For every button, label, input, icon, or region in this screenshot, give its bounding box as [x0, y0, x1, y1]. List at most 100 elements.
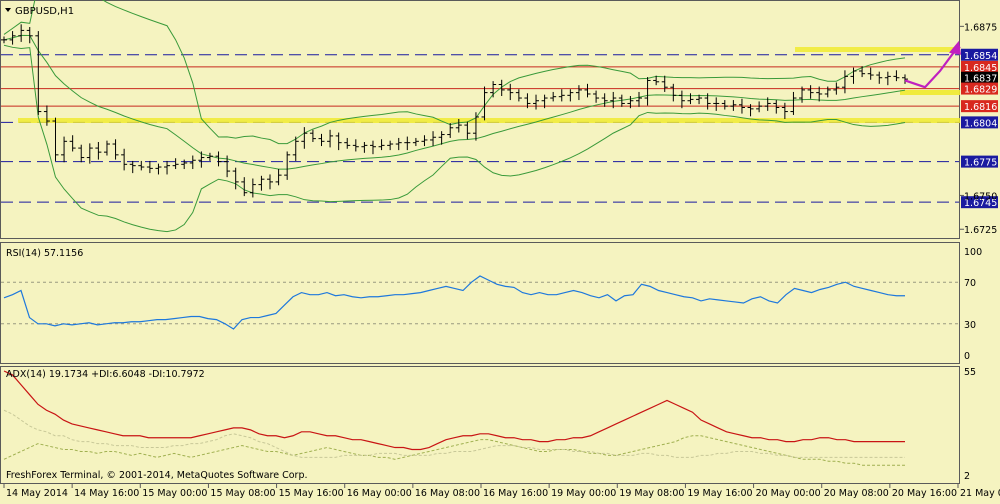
price-bar	[292, 136, 299, 161]
price-axis-label: 1.6745	[961, 196, 998, 209]
forecast-arrow-head	[949, 40, 961, 55]
price-axis-label: 1.6829	[961, 82, 998, 96]
time-tick-label: 16 May 00:00	[347, 488, 412, 499]
time-tick-label: 20 May 16:00	[892, 488, 957, 499]
price-bar	[1, 36, 7, 44]
adx-tick-label: 55	[964, 367, 976, 378]
price-bar	[206, 152, 213, 161]
minus-di-line	[3, 409, 905, 458]
price-bar	[902, 74, 908, 84]
rsi-tick-label: 70	[964, 278, 976, 289]
price-bar	[232, 167, 239, 190]
adx-axis-ticks: 55 2	[964, 367, 976, 482]
price-bar	[575, 85, 582, 101]
price-bar	[593, 90, 600, 103]
price-bar	[464, 121, 471, 140]
rsi-axis-ticks: 100 70 30 0	[964, 247, 982, 362]
price-bar	[129, 160, 136, 174]
price-bar	[61, 136, 68, 163]
svg-text:1.6845: 1.6845	[964, 63, 997, 74]
price-bar	[421, 135, 428, 147]
price-bar	[833, 82, 840, 95]
price-level-lines	[1, 54, 959, 203]
price-bar	[627, 96, 634, 109]
svg-text:1.6829: 1.6829	[964, 85, 997, 96]
price-axis-label: 1.6845	[961, 60, 998, 74]
price-bar	[807, 85, 814, 99]
price-bar	[189, 155, 196, 170]
chart-title: GBPUSD,H1	[15, 6, 74, 17]
rsi-panel-frame	[0, 242, 960, 364]
adx-panel-frame	[0, 366, 960, 484]
price-bar	[696, 94, 703, 105]
price-bar	[644, 77, 651, 106]
price-bar	[533, 94, 540, 110]
price-bar	[884, 71, 891, 86]
price-bar	[859, 66, 866, 78]
price-bar	[747, 104, 754, 117]
price-bar	[472, 112, 479, 141]
price-bar	[181, 159, 188, 170]
price-bar	[687, 93, 694, 105]
price-axis-label: 1.6816	[961, 100, 998, 113]
copyright-text: FreshForex Terminal, © 2001-2014, MetaQu…	[6, 470, 308, 481]
time-tick-label: 16 May 08:00	[415, 488, 480, 499]
price-bar	[670, 83, 677, 102]
price-bar	[618, 94, 625, 107]
price-bar	[327, 129, 334, 148]
price-bar	[249, 178, 256, 198]
price-bar	[799, 86, 806, 103]
price-bar	[26, 27, 33, 44]
svg-text:1.6854: 1.6854	[964, 51, 997, 62]
price-bar	[301, 127, 308, 149]
rsi-label: RSI(14) 57.1156	[6, 248, 83, 259]
price-bar	[224, 155, 231, 178]
time-tick-label: 15 May 16:00	[279, 488, 344, 499]
bollinger-middle	[3, 34, 906, 170]
price-bar	[447, 123, 454, 138]
price-bar	[309, 129, 316, 142]
price-bar	[541, 94, 548, 109]
svg-text:1.6816: 1.6816	[964, 102, 997, 113]
plus-di-line	[3, 435, 905, 466]
price-bar	[773, 100, 780, 114]
price-bar	[790, 91, 797, 115]
price-bar	[404, 136, 411, 151]
triangle-down-icon[interactable]	[5, 8, 11, 12]
price-bar	[850, 67, 857, 84]
time-axis: 14 May 2014 14 May 16:00 15 May 00:00 15 Ma…	[3, 484, 1000, 499]
price-bar	[653, 75, 660, 86]
price-bar	[164, 160, 171, 175]
price-bar	[490, 81, 497, 98]
price-bar	[481, 86, 488, 121]
price-bar	[678, 90, 685, 109]
price-bar	[318, 133, 325, 147]
price-bar	[43, 105, 50, 126]
bollinger-bands	[3, 0, 906, 233]
price-bar	[335, 132, 342, 151]
price-bar	[86, 143, 93, 164]
price-bar	[69, 135, 76, 152]
price-bar	[635, 91, 642, 107]
price-bar	[258, 175, 265, 191]
time-tick-label: 14 May 2014	[6, 488, 68, 499]
price-bar	[198, 151, 205, 168]
time-tick-label: 19 May 00:00	[551, 488, 616, 499]
price-bar	[584, 83, 591, 98]
price-bar	[764, 97, 771, 111]
price-bar	[352, 139, 359, 152]
support-resistance-zones	[18, 47, 960, 123]
price-bar	[369, 140, 376, 155]
price-bar	[361, 141, 368, 153]
price-bar	[781, 102, 788, 119]
svg-text:1.6804: 1.6804	[964, 118, 997, 129]
price-bar	[841, 70, 848, 94]
price-bar	[267, 174, 274, 190]
price-tick-label: 1.6750	[964, 191, 997, 202]
price-bar	[215, 151, 222, 167]
price-axis-label: 1.6804	[961, 116, 998, 129]
support-zone-lower	[18, 118, 960, 123]
